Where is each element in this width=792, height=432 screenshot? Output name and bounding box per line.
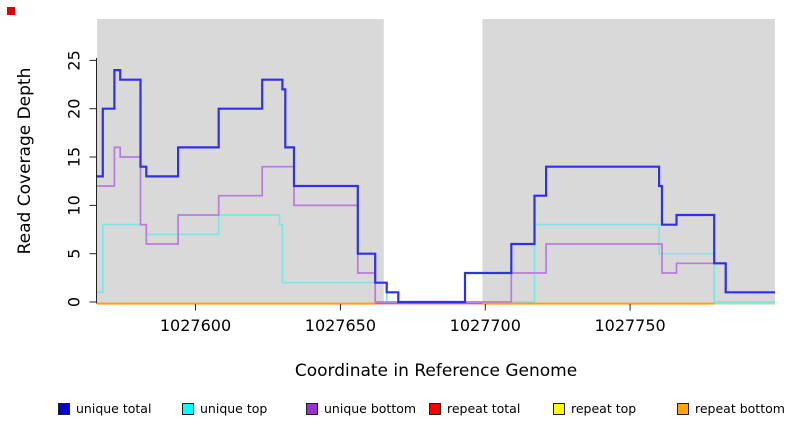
y-tick-label: 5 <box>65 249 84 259</box>
y-tick-label: 0 <box>65 297 84 307</box>
legend-swatch-unique-bottom <box>306 403 318 415</box>
y-tick-label: 15 <box>65 147 84 167</box>
legend-item-unique-bottom: unique bottom <box>306 399 416 419</box>
legend-swatch-repeat-total <box>429 403 441 415</box>
x-tick-label: 1027650 <box>305 316 376 335</box>
legend-label: repeat top <box>571 401 637 416</box>
y-tick-label: 10 <box>65 195 84 215</box>
legend-label: unique bottom <box>324 401 417 416</box>
y-axis-title: Read Coverage Depth <box>15 68 35 255</box>
legend-label: repeat total <box>447 401 521 416</box>
chart-legend: unique total unique top unique bottom repea… <box>0 399 792 423</box>
legend-item-unique-top: unique top <box>182 399 267 419</box>
legend-item-repeat-top: repeat top <box>553 399 636 419</box>
x-axis-title: Coordinate in Reference Genome <box>295 361 577 381</box>
x-tick-label: 1027750 <box>594 316 665 335</box>
legend-item-repeat-bottom: repeat bottom <box>677 399 785 419</box>
legend-item-repeat-total: repeat total <box>429 399 520 419</box>
corner-marker <box>7 7 15 15</box>
legend-swatch-unique-total <box>58 403 70 415</box>
legend-swatch-repeat-top <box>553 403 565 415</box>
plot-background-region <box>97 19 384 304</box>
y-tick-label: 20 <box>65 99 84 119</box>
legend-swatch-repeat-bottom <box>677 403 689 415</box>
y-tick-label: 25 <box>65 50 84 70</box>
legend-swatch-unique-top <box>182 403 194 415</box>
x-tick-label: 1027700 <box>450 316 521 335</box>
legend-item-unique-total: unique total <box>58 399 151 419</box>
x-tick-label: 1027600 <box>160 316 231 335</box>
legend-label: repeat bottom <box>695 401 785 416</box>
plot-background-region <box>482 19 775 304</box>
series-unique-total <box>97 69 775 304</box>
legend-label: unique top <box>200 401 268 416</box>
legend-label: unique total <box>76 401 152 416</box>
coverage-chart: 0 5 10 15 20 25 1027600 1027650 1027700 1027750 C… <box>15 19 775 381</box>
